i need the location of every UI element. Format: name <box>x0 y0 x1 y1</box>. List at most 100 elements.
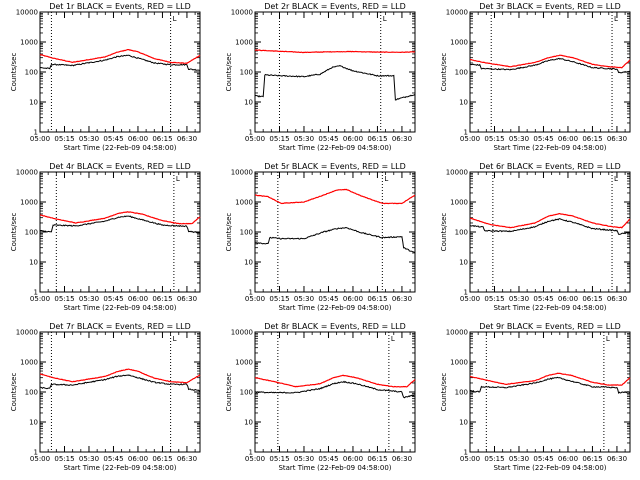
y-tick-label: 1 <box>464 129 468 137</box>
plot-frame <box>254 331 416 453</box>
chart-title: Det 1r BLACK = Events, RED = LLD <box>49 2 191 11</box>
x-tick-label: 06:15 <box>152 455 172 463</box>
x-tick-label: 05:30 <box>79 135 99 143</box>
x-tick-label: 06:30 <box>392 455 412 463</box>
x-tick-label: 06:30 <box>607 135 627 143</box>
y-tick-label: 10 <box>459 259 468 267</box>
y-axis-label: Counts/sec <box>225 53 233 92</box>
y-tick-label: 100 <box>25 229 38 237</box>
y-tick-label: 1000 <box>450 359 468 367</box>
x-tick-label: 06:15 <box>582 135 602 143</box>
y-axis-label: Counts/sec <box>10 213 18 252</box>
y-axis-label: Counts/sec <box>440 373 448 412</box>
x-tick-label: 05:30 <box>294 135 314 143</box>
y-tick-label: 1 <box>249 289 253 297</box>
y-axis-label: Counts/sec <box>225 213 233 252</box>
x-tick-label: 05:00 <box>245 295 265 303</box>
series-line-lld <box>254 374 416 388</box>
y-tick-label: 10 <box>29 419 38 427</box>
marker-label: L <box>173 335 177 343</box>
chart-panel-5: Det 5r BLACK = Events, RED = LLD 1 10 100 10… <box>225 162 416 312</box>
x-tick-label: 06:30 <box>607 295 627 303</box>
y-tick-label: 1 <box>249 129 253 137</box>
series-line-events <box>39 374 201 392</box>
x-tick-label: 05:00 <box>30 135 50 143</box>
y-tick-label: 10000 <box>231 9 253 17</box>
y-tick-label: 100 <box>240 389 253 397</box>
x-tick-label: 06:15 <box>367 455 387 463</box>
x-tick-label: 05:15 <box>54 295 74 303</box>
x-tick-label: 05:45 <box>103 295 123 303</box>
series-line-events <box>254 64 416 101</box>
x-tick-label: 05:15 <box>269 455 289 463</box>
x-tick-label: 06:30 <box>392 135 412 143</box>
x-tick-label: 06:15 <box>152 295 172 303</box>
x-tick-label: 06:00 <box>343 295 363 303</box>
series-line-lld <box>254 49 416 54</box>
x-tick-label: 06:00 <box>128 295 148 303</box>
chart-title: Det 7r BLACK = Events, RED = LLD <box>49 322 191 331</box>
y-tick-label: 10000 <box>446 9 468 17</box>
x-tick-label: 05:15 <box>484 295 504 303</box>
y-tick-label: 1000 <box>450 39 468 47</box>
chart-panel-6: Det 6r BLACK = Events, RED = LLD 1 10 100 10… <box>440 162 631 312</box>
chart-title: Det 2r BLACK = Events, RED = LLD <box>264 2 406 11</box>
y-tick-label: 10 <box>244 99 253 107</box>
chart-panel-9: Det 9r BLACK = Events, RED = LLD 1 10 100 10… <box>440 322 631 472</box>
y-axis-label: Counts/sec <box>440 53 448 92</box>
y-tick-label: 100 <box>240 229 253 237</box>
y-tick-label: 1 <box>34 129 38 137</box>
plot-frame <box>469 171 631 293</box>
x-tick-label: 05:30 <box>294 295 314 303</box>
y-axis-label: Counts/sec <box>225 373 233 412</box>
x-axis-label: Start Time (22-Feb-09 04:58:00) <box>493 464 606 472</box>
y-tick-label: 10 <box>459 419 468 427</box>
y-tick-label: 1000 <box>235 199 253 207</box>
y-tick-label: 10000 <box>16 329 38 337</box>
marker-label: L <box>384 175 388 183</box>
y-tick-label: 1000 <box>450 199 468 207</box>
y-tick-label: 100 <box>240 69 253 77</box>
y-tick-label: 1 <box>464 289 468 297</box>
x-tick-label: 06:30 <box>177 135 197 143</box>
x-axis-label: Start Time (22-Feb-09 04:58:00) <box>278 304 391 312</box>
chart-title: Det 5r BLACK = Events, RED = LLD <box>264 162 406 171</box>
y-axis-label: Counts/sec <box>10 373 18 412</box>
series-line-events <box>469 376 631 394</box>
x-axis-label: Start Time (22-Feb-09 04:58:00) <box>278 464 391 472</box>
x-tick-label: 06:15 <box>152 135 172 143</box>
x-tick-label: 05:45 <box>533 135 553 143</box>
y-tick-label: 1 <box>34 449 38 457</box>
marker-label: L <box>606 335 610 343</box>
marker-label: L <box>173 15 177 23</box>
series-line-lld <box>254 188 416 205</box>
x-tick-label: 05:30 <box>79 455 99 463</box>
y-tick-label: 10000 <box>16 169 38 177</box>
y-tick-label: 1 <box>249 449 253 457</box>
x-tick-label: 05:45 <box>103 455 123 463</box>
chart-title: Det 9r BLACK = Events, RED = LLD <box>479 322 621 331</box>
x-tick-label: 05:45 <box>533 295 553 303</box>
series-line-lld <box>470 54 631 69</box>
chart-panel-1: Det 1r BLACK = Events, RED = LLD 1 10 100 10… <box>10 2 201 152</box>
series-line-lld <box>469 213 631 229</box>
y-tick-label: 10000 <box>231 169 253 177</box>
chart-panel-4: Det 4r BLACK = Events, RED = LLD 1 10 100 10… <box>10 162 201 312</box>
x-tick-label: 05:30 <box>509 295 529 303</box>
marker-label: L <box>614 15 618 23</box>
series-line-events <box>39 54 201 71</box>
x-tick-label: 06:00 <box>558 135 578 143</box>
x-tick-label: 06:15 <box>367 295 387 303</box>
y-tick-label: 1000 <box>20 199 38 207</box>
series-line-events <box>254 226 416 254</box>
y-tick-label: 1000 <box>235 359 253 367</box>
x-tick-label: 05:00 <box>245 135 265 143</box>
plot-frame <box>39 171 201 293</box>
x-tick-label: 05:15 <box>484 455 504 463</box>
y-axis-label: Counts/sec <box>440 213 448 252</box>
x-tick-label: 05:45 <box>103 135 123 143</box>
x-tick-label: 06:30 <box>607 455 627 463</box>
x-tick-label: 06:00 <box>343 455 363 463</box>
y-tick-label: 10000 <box>16 9 38 17</box>
